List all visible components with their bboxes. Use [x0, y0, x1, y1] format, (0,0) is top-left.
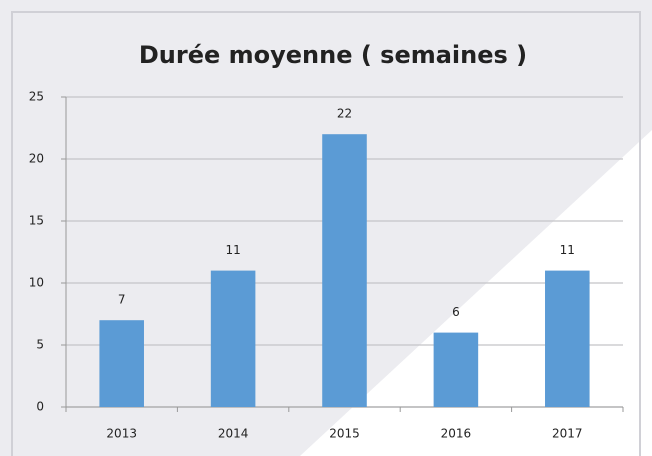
- y-tick-label: 20: [29, 152, 44, 166]
- y-tick-label: 5: [36, 338, 44, 352]
- bar: [433, 332, 479, 407]
- bar: [545, 270, 590, 407]
- bar: [210, 270, 256, 407]
- x-tick-label: 2015: [329, 427, 360, 441]
- data-label: 22: [337, 107, 352, 121]
- x-tick-label: 2017: [552, 427, 583, 441]
- data-label: 11: [225, 243, 240, 257]
- x-tick-label: 2016: [441, 427, 472, 441]
- data-label: 7: [118, 293, 126, 307]
- data-label: 6: [452, 305, 460, 319]
- y-tick-label: 15: [29, 214, 44, 228]
- x-tick-label: 2013: [106, 427, 137, 441]
- x-tick-label: 2014: [218, 427, 249, 441]
- data-label: 11: [560, 243, 575, 257]
- chart-title: Durée moyenne ( semaines ): [139, 41, 527, 69]
- bar: [99, 320, 144, 407]
- chart-frame: [11, 11, 641, 456]
- bar: [322, 134, 367, 407]
- y-tick-label: 10: [29, 276, 44, 290]
- y-tick-label: 0: [36, 400, 44, 414]
- y-tick-label: 25: [29, 90, 44, 104]
